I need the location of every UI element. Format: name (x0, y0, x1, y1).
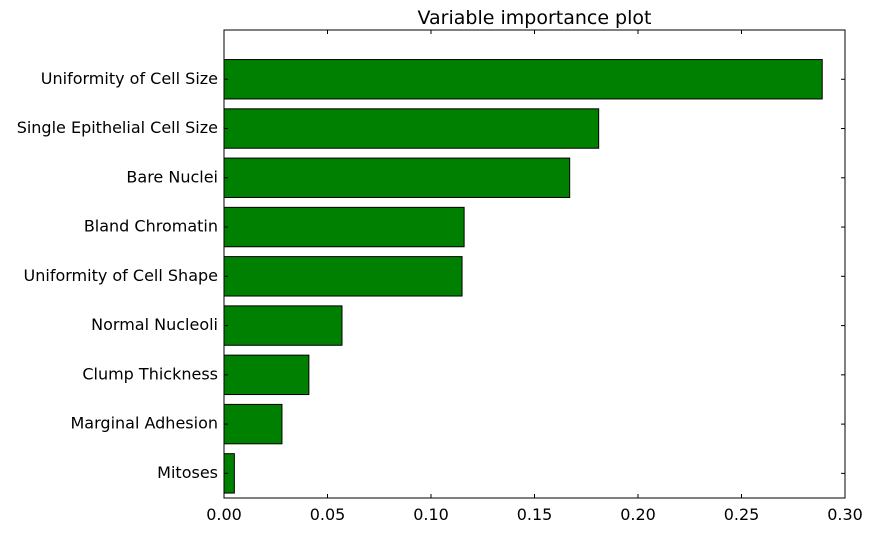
x-tick-label: 0.15 (517, 505, 553, 524)
x-tick-label: 0.20 (620, 505, 656, 524)
bar (223, 256, 463, 297)
x-axis: 0.00 0.05 0.10 0.15 0.20 0.25 0.30 (206, 30, 863, 524)
x-tick-label: 0.05 (310, 505, 346, 524)
bar (223, 305, 343, 346)
bar (223, 403, 283, 445)
bar (223, 157, 571, 198)
bar (223, 354, 310, 396)
y-tick-label: Uniformity of Cell Size (41, 69, 218, 88)
bars-group (223, 59, 823, 494)
bar (223, 108, 600, 149)
y-tick-label: Bare Nuclei (126, 167, 218, 186)
x-tick-label: 0.00 (206, 505, 242, 524)
y-tick-label: Bland Chromatin (84, 217, 218, 236)
y-tick-label: Clump Thickness (82, 364, 218, 383)
y-tick-label: Marginal Adhesion (71, 414, 219, 433)
bar (223, 59, 823, 100)
x-tick-label: 0.30 (827, 505, 863, 524)
bar (223, 206, 465, 248)
x-tick-label: 0.10 (413, 505, 449, 524)
y-tick-label: Uniformity of Cell Shape (24, 266, 218, 285)
x-tick-label: 0.25 (724, 505, 760, 524)
y-tick-label: Mitoses (157, 463, 218, 482)
y-tick-label: Normal Nucleoli (91, 315, 218, 334)
y-tick-label: Single Epithelial Cell Size (17, 118, 218, 137)
chart-title: Variable importance plot (418, 7, 652, 29)
y-axis: Uniformity of Cell Size Single Epithelial… (17, 69, 845, 482)
